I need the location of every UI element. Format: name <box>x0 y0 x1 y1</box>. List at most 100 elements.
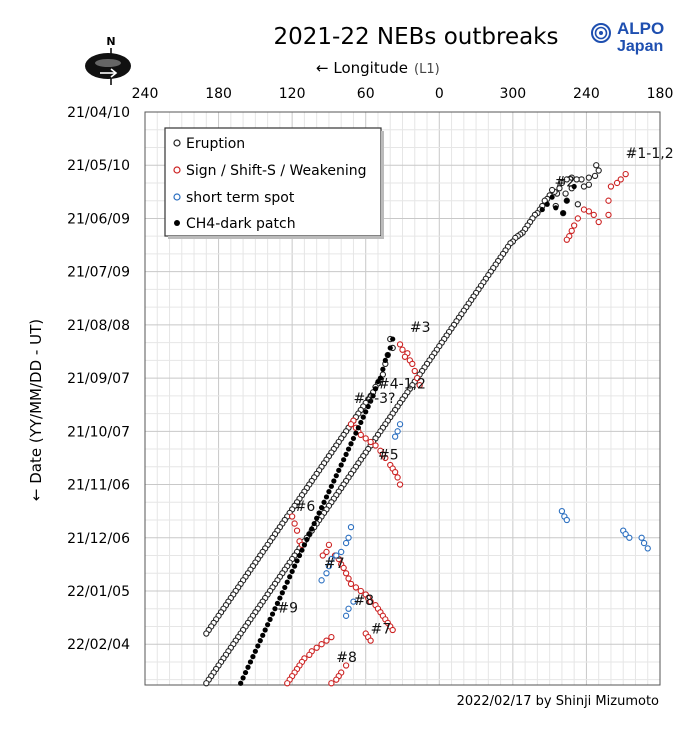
data-point-sign <box>613 179 621 187</box>
data-point-eruption <box>558 179 566 187</box>
data-point-short-term <box>328 555 335 563</box>
data-point-eruption <box>585 174 593 181</box>
annotation-label: #8 <box>353 593 374 609</box>
data-point-sign <box>318 641 325 648</box>
data-point-ch4-dark <box>257 638 263 644</box>
data-point-ch4-dark <box>282 584 288 591</box>
data-point-ch4-dark <box>262 627 268 633</box>
data-point-ch4-dark <box>255 643 261 649</box>
data-point-ch4-dark <box>306 531 312 537</box>
data-point-ch4-dark <box>304 536 310 543</box>
data-point-ch4-dark <box>549 194 555 200</box>
data-point-ch4-dark <box>289 568 295 575</box>
data-point-eruption <box>574 201 581 208</box>
data-point-ch4-dark <box>277 595 283 601</box>
x-tick-label: 240 <box>132 86 159 102</box>
data-point-ch4-dark <box>363 409 369 415</box>
legend-label-eruption: Eruption <box>186 136 245 152</box>
data-point-sign <box>325 541 333 549</box>
data-point-short-term <box>342 612 350 619</box>
data-point-ch4-dark <box>338 462 344 468</box>
data-point-ch4-dark <box>360 414 366 420</box>
y-tick-label: 21/04/10 <box>67 105 130 121</box>
x-tick-label: 60 <box>357 86 375 102</box>
data-point-sign <box>367 438 374 446</box>
logo-text-japan: Japan <box>617 38 663 55</box>
legend-marker-short-term <box>173 193 181 201</box>
y-tick-label: 21/07/09 <box>67 265 130 281</box>
data-point-short-term <box>622 531 629 538</box>
logo-ring-icon <box>591 23 611 43</box>
x-tick-label: 300 <box>499 86 526 102</box>
data-point-sign <box>328 680 335 687</box>
logo-text-alpo: ALPO <box>617 19 664 38</box>
data-point-short-term <box>345 534 352 541</box>
plot-frame <box>144 111 661 686</box>
data-point-sign <box>574 215 581 222</box>
data-point-ch4-dark <box>299 547 305 553</box>
data-point-sign <box>394 474 401 481</box>
annotation-label: #5 <box>378 448 399 464</box>
y-tick-label: 21/10/07 <box>67 424 130 440</box>
data-point-ch4-dark <box>274 600 281 606</box>
data-point-sign <box>399 346 406 353</box>
data-point-ch4-dark <box>287 574 293 580</box>
data-point-sign <box>580 206 588 213</box>
data-point-sign <box>605 197 612 204</box>
data-point-short-term <box>644 545 651 552</box>
annotation-label: #8 <box>336 650 357 666</box>
y-tick-label: 21/06/09 <box>67 211 130 227</box>
data-point-sign <box>313 644 320 651</box>
x-tick-label: 180 <box>647 86 674 102</box>
data-point-sign <box>323 548 330 556</box>
data-point-ch4-dark <box>245 664 251 670</box>
legend-marker-eruption <box>173 139 181 147</box>
legend-label-short-term: short term spot <box>186 190 295 206</box>
data-point-ch4-dark <box>265 622 271 628</box>
data-point-sign <box>288 513 296 520</box>
data-point-ch4-dark <box>370 393 376 399</box>
data-point-sign <box>416 382 423 389</box>
data-point-ch4-dark <box>326 489 332 495</box>
data-point-short-term <box>318 577 325 584</box>
data-point-short-term <box>347 523 355 531</box>
data-point-eruption <box>563 176 570 183</box>
legend-label-ch4-dark: CH4-dark patch <box>186 216 296 232</box>
data-point-ch4-dark <box>294 558 300 564</box>
data-point-short-term <box>391 433 399 440</box>
data-point-sign <box>323 637 330 644</box>
data-point-sign <box>571 222 578 229</box>
x-tick-label: 180 <box>205 86 232 102</box>
annotation-label: #6 <box>295 499 316 515</box>
data-point-ch4-dark <box>309 526 315 532</box>
data-point-short-term <box>640 539 648 547</box>
data-point-eruption <box>593 162 600 169</box>
data-point-short-term <box>638 534 645 541</box>
y-axis-label: ← Date (YY/MM/DD - UT) <box>27 319 45 501</box>
data-point-ch4-dark <box>544 201 550 207</box>
data-point-sign <box>411 367 418 375</box>
data-point-ch4-dark <box>341 457 347 463</box>
data-point-sign <box>342 570 350 577</box>
x-axis-label: ← Longitude <box>316 59 408 77</box>
y-tick-label: 21/11/06 <box>67 478 130 494</box>
legend-label-sign: Sign / Shift-S / Weakening <box>186 163 367 179</box>
annotation-label: #1-1,2 <box>626 146 674 162</box>
data-point-ch4-dark <box>284 579 290 585</box>
data-point-short-term <box>345 605 352 612</box>
data-point-ch4-dark <box>375 379 381 385</box>
data-point-sign <box>401 353 409 360</box>
data-point-eruption <box>203 680 210 687</box>
data-point-sign <box>357 431 364 439</box>
data-point-sign <box>347 421 355 428</box>
chart-title: 2021-22 NEBs outbreaks <box>274 24 559 50</box>
data-point-ch4-dark <box>368 398 374 404</box>
data-point-sign <box>409 360 416 368</box>
data-point-sign <box>352 584 360 591</box>
data-point-sign <box>357 587 364 595</box>
legend: Eruption Sign / Shift-S / Weakening shor… <box>164 127 384 239</box>
data-point-sign <box>607 183 615 190</box>
data-point-ch4-dark <box>560 210 566 216</box>
data-point-sign <box>382 454 389 462</box>
